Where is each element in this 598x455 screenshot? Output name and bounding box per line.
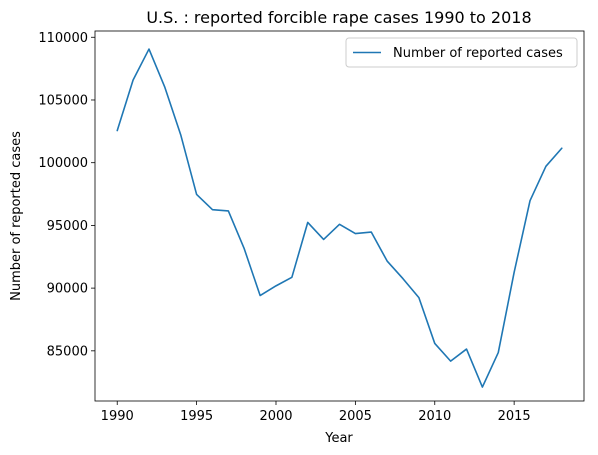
plot-frame [94,30,585,402]
y-tick-label: 85000 [47,344,88,359]
y-axis-label: Number of reported cases [9,131,24,301]
y-tick-label: 110000 [38,31,88,46]
x-tick-label: 2000 [259,409,292,424]
x-tick-label: 2015 [498,409,531,424]
x-tick-label: 1995 [180,409,213,424]
y-tick-label: 100000 [38,156,88,171]
x-tick-label: 2005 [339,409,372,424]
legend-label: Number of reported cases [393,46,563,61]
series-line [116,48,563,388]
x-axis-label: Year [324,431,353,446]
y-tick-label: 105000 [38,93,88,108]
x-tick-label: 1990 [101,409,134,424]
y-tick-label: 95000 [47,219,88,234]
plot-area: 1990 1995 2000 2005 2010 2015 85000 90000 95000 1… [38,30,585,424]
x-tick-label: 2010 [418,409,451,424]
legend-box [345,37,578,68]
chart-title: U.S. : reported forcible rape cases 1990… [146,8,531,27]
y-tick-label: 90000 [47,282,88,297]
